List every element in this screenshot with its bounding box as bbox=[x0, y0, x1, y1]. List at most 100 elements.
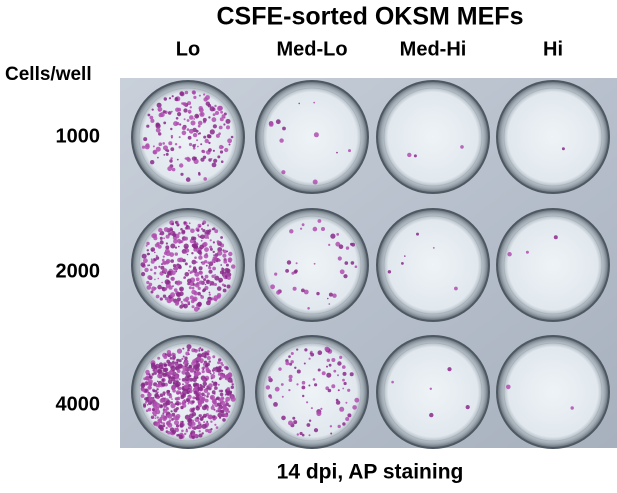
colony bbox=[208, 360, 211, 363]
colony bbox=[278, 367, 282, 371]
colony bbox=[206, 409, 209, 411]
colony bbox=[217, 372, 221, 376]
colony bbox=[279, 138, 284, 143]
colony bbox=[184, 236, 188, 241]
colony bbox=[184, 262, 188, 266]
colony bbox=[331, 358, 336, 362]
colony bbox=[343, 274, 348, 279]
colony bbox=[553, 235, 558, 240]
colony bbox=[329, 425, 333, 428]
colony bbox=[217, 412, 223, 418]
colony bbox=[350, 242, 353, 246]
colony bbox=[180, 395, 185, 400]
colony bbox=[146, 241, 150, 246]
colony bbox=[157, 356, 161, 360]
colony bbox=[153, 266, 158, 270]
colony bbox=[203, 135, 207, 139]
colony bbox=[310, 352, 315, 357]
colony bbox=[151, 249, 154, 252]
colony bbox=[161, 281, 163, 284]
colony bbox=[206, 134, 211, 139]
colony bbox=[167, 394, 170, 396]
colony bbox=[197, 403, 202, 408]
colony bbox=[211, 274, 215, 278]
colony bbox=[178, 359, 182, 363]
colony bbox=[206, 224, 210, 227]
colony bbox=[157, 277, 160, 280]
colony bbox=[144, 375, 150, 381]
colony bbox=[212, 266, 217, 271]
colony bbox=[168, 395, 173, 399]
colony bbox=[170, 401, 173, 404]
colony bbox=[195, 349, 198, 352]
colony bbox=[276, 290, 281, 295]
colony bbox=[223, 259, 228, 264]
colony bbox=[146, 252, 150, 256]
colony bbox=[214, 388, 216, 391]
colony bbox=[211, 380, 214, 383]
colony bbox=[174, 402, 178, 406]
colony bbox=[174, 372, 177, 375]
colony bbox=[168, 141, 173, 146]
colony bbox=[226, 275, 231, 280]
colony bbox=[188, 128, 194, 134]
colony bbox=[147, 275, 152, 280]
colony bbox=[184, 414, 190, 420]
colony bbox=[156, 380, 159, 383]
colony bbox=[211, 398, 217, 404]
colony bbox=[169, 427, 175, 433]
colony bbox=[391, 380, 394, 384]
colony bbox=[188, 286, 192, 290]
colony bbox=[183, 221, 187, 225]
colony bbox=[286, 260, 292, 265]
colony bbox=[296, 348, 299, 351]
colony bbox=[162, 142, 165, 145]
colony bbox=[197, 250, 202, 255]
colony bbox=[153, 258, 156, 261]
colony bbox=[321, 371, 326, 376]
colony bbox=[227, 377, 233, 383]
colony bbox=[180, 240, 184, 243]
colony bbox=[230, 395, 234, 399]
colony bbox=[140, 393, 145, 398]
colony bbox=[163, 261, 167, 265]
colony bbox=[208, 141, 211, 145]
colony bbox=[167, 431, 171, 435]
colony bbox=[447, 367, 452, 372]
colony bbox=[197, 400, 202, 404]
row-header: Cells/well bbox=[5, 64, 92, 85]
colony bbox=[325, 386, 330, 391]
colony bbox=[188, 269, 190, 272]
colony bbox=[201, 392, 205, 397]
colony bbox=[343, 381, 347, 386]
colony bbox=[194, 282, 200, 288]
colony bbox=[173, 288, 178, 292]
colony bbox=[218, 125, 223, 130]
colony bbox=[148, 401, 152, 405]
colony bbox=[140, 262, 146, 267]
colony bbox=[166, 149, 170, 153]
colony bbox=[173, 238, 178, 244]
colony bbox=[191, 400, 195, 404]
colony bbox=[202, 381, 207, 386]
colony bbox=[195, 261, 198, 264]
colony bbox=[327, 297, 329, 300]
colony bbox=[165, 149, 167, 152]
colony bbox=[147, 407, 152, 412]
colony bbox=[181, 229, 186, 234]
colony bbox=[221, 283, 225, 287]
colony bbox=[185, 296, 190, 301]
colony bbox=[204, 138, 209, 144]
colony bbox=[170, 147, 175, 152]
colony bbox=[163, 393, 166, 396]
colony bbox=[182, 102, 187, 106]
colony bbox=[289, 229, 294, 234]
colony bbox=[144, 144, 150, 150]
well bbox=[255, 80, 369, 194]
colony bbox=[179, 163, 184, 168]
colony bbox=[220, 160, 224, 163]
colony bbox=[211, 404, 214, 407]
colony bbox=[176, 158, 179, 161]
colony bbox=[177, 257, 182, 263]
colony bbox=[303, 289, 309, 295]
